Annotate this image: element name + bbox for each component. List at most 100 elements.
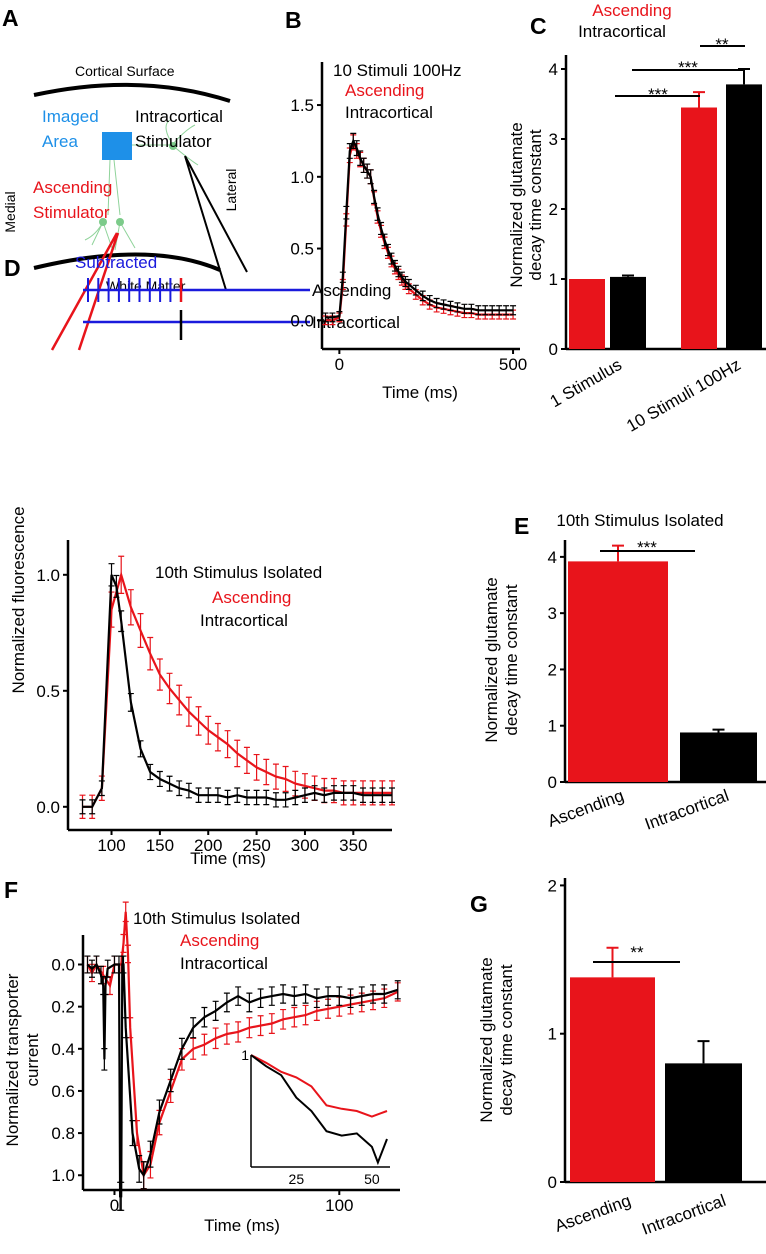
panel-d-y-tick-label: 1.0 [36, 566, 60, 585]
panel-e-title: 10th Stimulus Isolated [556, 511, 723, 530]
panel-d-error-bar [79, 799, 86, 815]
panel-e-y-tick-label: 1 [548, 717, 557, 736]
stim-ascending-label: Ascending [312, 281, 391, 300]
panel-f-xlabel: Time (ms) [204, 1216, 280, 1235]
panel-f-error-bar [246, 1017, 253, 1039]
panel-f-error-bar [156, 1099, 163, 1125]
panel-b-y-tick-label: 1.0 [290, 168, 314, 187]
panel-d-ylabel: Normalized fluorescence [9, 506, 28, 693]
panel-b-error-bar [402, 275, 409, 288]
panel-c-bar [610, 276, 646, 349]
panel-c-y-tick-label: 4 [549, 60, 558, 79]
panel-b-error-bar [496, 305, 503, 316]
panel-d-error-bar [205, 787, 212, 803]
panel-b-error-bar [391, 259, 398, 272]
panel-d-error-bar [156, 658, 163, 691]
panel-d-error-bar [195, 706, 202, 736]
panel-d-error-bar [113, 574, 120, 598]
panel-b-y-tick-label: 1.5 [290, 96, 314, 115]
panel-d-error-bar [118, 555, 125, 594]
panel-d-x-tick-label: 300 [291, 836, 319, 855]
panel-b-error-bar [357, 150, 364, 166]
panel-d-error-bar [282, 792, 289, 808]
lateral-label: Lateral [223, 169, 239, 212]
panel-label-g: G [470, 891, 488, 917]
panel-b-error-bar [426, 294, 433, 306]
panel-b-error-bar [350, 132, 357, 150]
imaged-area-square [102, 132, 132, 160]
panel-f-y-tick-label: 0.8 [51, 1124, 75, 1143]
panel-d-x-tick-label: 350 [339, 836, 367, 855]
panel-f-error-bar [291, 986, 298, 1006]
panel-c-bar [569, 279, 605, 349]
panel-f-error-bar [93, 955, 100, 974]
panel-d-xlabel: Time (ms) [190, 849, 266, 868]
panel-d-error-bar [350, 785, 357, 801]
panel-d-error-bar [147, 636, 154, 671]
panel-d-error-bar [292, 789, 299, 806]
panel-c-legend-ascending: Ascending [592, 1, 671, 20]
panel-f-legend-ascending: Ascending [180, 931, 259, 950]
panel-d-error-bar [340, 785, 347, 801]
panel-f-error-bar [212, 1000, 219, 1022]
inset-series-ascending [250, 1054, 388, 1118]
panel-b-xlabel: Time (ms) [382, 383, 458, 402]
panel-d-error-bar [137, 612, 144, 648]
panel-e-y-tick-label: 4 [548, 548, 557, 567]
panel-f-error-bar [223, 992, 230, 1013]
panel-b-error-bar [385, 243, 391, 257]
panel-label-c: C [530, 13, 547, 39]
panel-e-error-bar [612, 544, 624, 562]
panel-f-y-tick-label: 0.2 [51, 998, 75, 1017]
panel-c-error-bar [693, 91, 705, 108]
panel-b-legend-ascending: Ascending [345, 81, 424, 100]
panel-b-error-bar [503, 305, 510, 316]
panel-b-legend-intracortical: Intracortical [345, 103, 433, 122]
panel-d-error-bar [321, 787, 328, 803]
inset-x-tick-label: 50 [364, 1171, 380, 1187]
panel-f-error-bar [136, 1154, 143, 1183]
panel-a-diagram: Cortical Surface White Matter Medial Lat… [2, 63, 248, 351]
panel-f-error-bar [235, 986, 242, 1006]
panel-d-x-tick-label: 150 [146, 836, 174, 855]
panel-d-legend-intracortical: Intracortical [200, 611, 288, 630]
panel-d-error-bar [185, 782, 192, 799]
panel-b-error-bar [468, 303, 475, 314]
panel-f-error-bar [122, 901, 129, 923]
panel-f-error-bar [235, 1021, 242, 1043]
panel-d-error-bar [330, 785, 337, 801]
intracortical-stimulator-label-2: Stimulator [135, 132, 212, 151]
panel-b-error-bar [322, 312, 329, 323]
panel-d-error-bar [89, 799, 96, 815]
panel-d-error-bar [118, 610, 125, 633]
panel-d-error-bar [272, 763, 279, 790]
panel-b-error-bar [346, 143, 353, 159]
panel-b-error-bar [489, 305, 496, 316]
panel-d-series-intracortical [82, 574, 392, 808]
white-matter-arc [33, 252, 221, 272]
panel-c-ylabel-2: decay time constant [526, 129, 545, 280]
panel-f-ylabel-1: Normalized transporter [3, 973, 22, 1146]
panel-label-b: B [285, 7, 302, 33]
panel-b-error-bar [440, 299, 447, 310]
panel-f-error-bar [302, 984, 309, 1004]
panel-f-error-bar [223, 1023, 230, 1045]
panel-d-error-bar [379, 787, 386, 803]
panel-e-bar [680, 732, 757, 782]
panel-f-error-bar [190, 1037, 197, 1060]
panel-c-y-tick-label: 3 [549, 130, 558, 149]
panel-b-error-bar [343, 205, 350, 220]
panel-c-sig-1: *** [648, 85, 668, 104]
panel-b-error-bar [339, 271, 346, 283]
panel-c-xtick-2: 10 Stimuli 100Hz [623, 355, 744, 436]
panel-d-error-bar [185, 696, 192, 727]
panel-g-error-bar [697, 1040, 710, 1064]
panel-d-error-bar [147, 763, 154, 781]
panel-f-error-bar [129, 1120, 136, 1147]
panel-d-error-bar [243, 746, 250, 774]
panel-f-error-bar [347, 988, 354, 1009]
panel-c-bar [726, 84, 762, 350]
panel-c-y-tick-label: 2 [549, 200, 558, 219]
panel-f-error-bar [124, 944, 131, 964]
panel-f-error-bar [120, 933, 127, 953]
